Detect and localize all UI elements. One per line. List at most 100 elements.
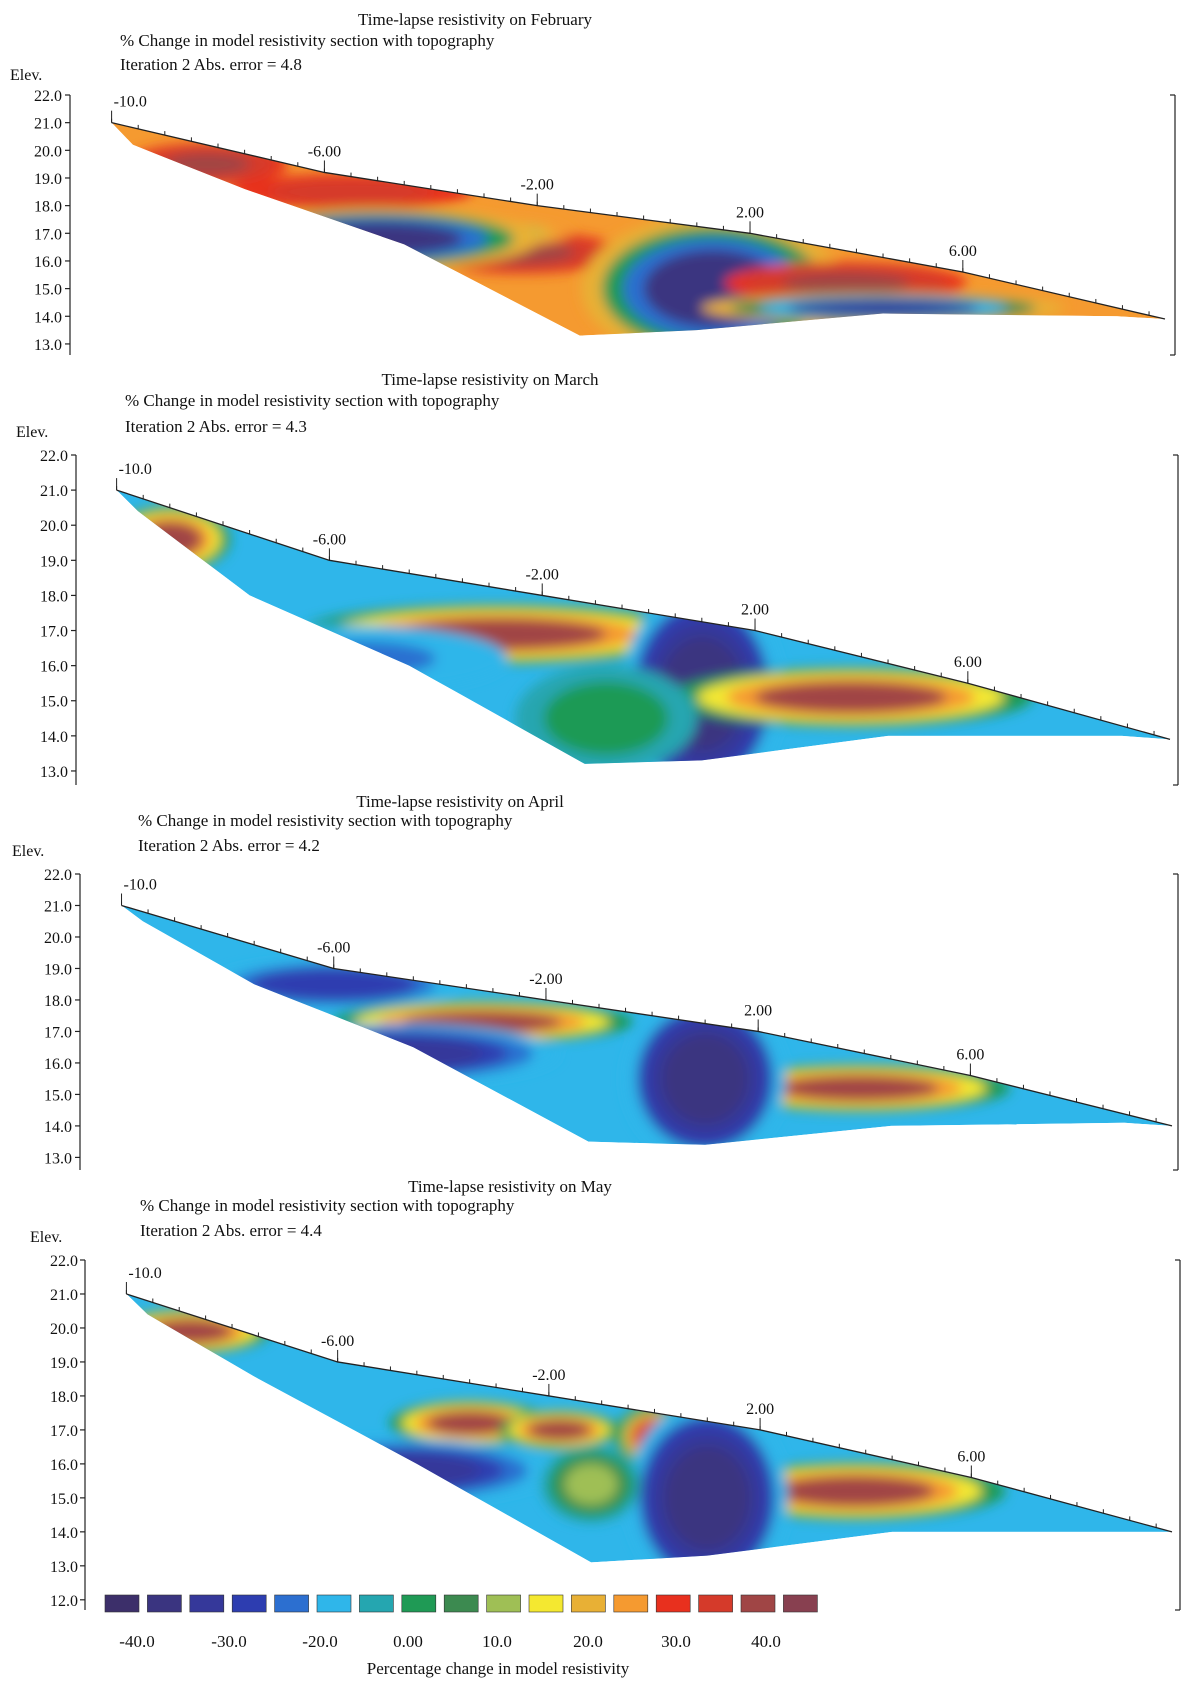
anomaly-zone bbox=[321, 1453, 481, 1488]
y-tick-label: 19.0 bbox=[40, 553, 68, 570]
legend-swatch bbox=[274, 1594, 309, 1613]
legend-swatch bbox=[486, 1594, 521, 1613]
legend-swatch bbox=[698, 1594, 733, 1613]
legend-tick-label: 10.0 bbox=[482, 1632, 512, 1651]
y-tick-label: 20.0 bbox=[50, 1321, 78, 1338]
y-tick-label: 21.0 bbox=[34, 116, 62, 133]
y-tick-label: 13.0 bbox=[50, 1559, 78, 1576]
y-axis-label: Elev. bbox=[16, 424, 48, 441]
panel-subtitle: % Change in model resistivity section wi… bbox=[125, 391, 500, 410]
y-tick-label: 18.0 bbox=[40, 588, 68, 605]
legend-swatch bbox=[231, 1594, 267, 1613]
y-tick-label: 15.0 bbox=[50, 1491, 78, 1508]
y-tick-label: 16.0 bbox=[50, 1457, 78, 1474]
panel-title: Time-lapse resistivity on April bbox=[356, 792, 564, 811]
y-tick-label: 22.0 bbox=[40, 448, 68, 465]
anomaly-zone bbox=[558, 690, 654, 747]
panel-title: Time-lapse resistivity on May bbox=[408, 1177, 612, 1196]
x-tick-label: -10.0 bbox=[124, 876, 157, 893]
legend-swatch bbox=[401, 1594, 437, 1613]
legend-swatch bbox=[189, 1594, 225, 1613]
x-tick-label: 2.00 bbox=[746, 1401, 774, 1418]
panel-april: Time-lapse resistivity on April % Change… bbox=[12, 792, 1179, 1171]
y-tick-label: 13.0 bbox=[40, 764, 68, 781]
x-tick-label: 2.00 bbox=[736, 204, 764, 221]
legend-swatch bbox=[104, 1594, 140, 1613]
x-tick-label: 2.00 bbox=[741, 602, 769, 619]
x-tick-label: -2.00 bbox=[526, 566, 559, 583]
y-tick-label: 21.0 bbox=[44, 898, 72, 915]
color-legend: Percentage change in model resistivity -… bbox=[104, 1594, 818, 1678]
y-axis-label: Elev. bbox=[10, 67, 42, 84]
topography-line bbox=[116, 489, 1171, 740]
y-tick-label: 14.0 bbox=[44, 1119, 72, 1136]
panel-title: Time-lapse resistivity on February bbox=[358, 10, 593, 29]
anomaly-zone bbox=[564, 1463, 618, 1505]
x-tick-label: -10.0 bbox=[128, 1265, 161, 1282]
legend-swatch bbox=[528, 1594, 564, 1613]
legend-swatch bbox=[613, 1594, 649, 1613]
y-tick-label: 17.0 bbox=[44, 1024, 72, 1041]
x-tick-label: -2.00 bbox=[521, 177, 554, 194]
y-tick-label: 18.0 bbox=[34, 199, 62, 216]
legend-swatch bbox=[655, 1594, 691, 1613]
y-tick-label: 12.0 bbox=[50, 1593, 78, 1610]
y-tick-label: 14.0 bbox=[40, 729, 68, 746]
anomaly-zone bbox=[137, 521, 202, 557]
anomaly-zone bbox=[665, 1446, 750, 1549]
legend-tick-label: 20.0 bbox=[573, 1632, 603, 1651]
x-tick-label: -2.00 bbox=[529, 971, 562, 988]
legend-title: Percentage change in model resistivity bbox=[367, 1659, 630, 1678]
y-tick-label: 20.0 bbox=[40, 518, 68, 535]
resistivity-section bbox=[116, 490, 1171, 764]
y-tick-label: 18.0 bbox=[44, 993, 72, 1010]
legend-tick-label: 40.0 bbox=[751, 1632, 781, 1651]
anomaly-zone bbox=[287, 182, 415, 202]
anomaly-zone bbox=[276, 641, 436, 677]
anomaly-zone bbox=[147, 1319, 233, 1344]
y-tick-label: 15.0 bbox=[34, 282, 62, 299]
x-tick-label: 6.00 bbox=[956, 1047, 984, 1064]
legend-swatch bbox=[571, 1594, 606, 1613]
x-tick-label: 2.00 bbox=[744, 1002, 772, 1019]
x-tick-label: -10.0 bbox=[119, 461, 152, 478]
anomaly-group bbox=[116, 505, 1033, 764]
iteration-label: Iteration 2 Abs. error = 4.4 bbox=[140, 1221, 322, 1240]
y-tick-label: 21.0 bbox=[50, 1287, 78, 1304]
y-tick-label: 17.0 bbox=[40, 624, 68, 641]
y-tick-label: 13.0 bbox=[44, 1150, 72, 1167]
legend-swatch bbox=[740, 1594, 776, 1613]
y-tick-label: 21.0 bbox=[40, 483, 68, 500]
x-tick-label: -6.00 bbox=[313, 531, 346, 548]
x-tick-label: 6.00 bbox=[957, 1448, 985, 1465]
anomaly-zone bbox=[312, 1037, 483, 1070]
iteration-label: Iteration 2 Abs. error = 4.8 bbox=[120, 55, 302, 74]
legend-tick-label: -20.0 bbox=[302, 1632, 337, 1651]
y-tick-label: 14.0 bbox=[50, 1525, 78, 1542]
anomaly-zone bbox=[787, 299, 979, 317]
y-tick-label: 18.0 bbox=[50, 1389, 78, 1406]
y-axis-label: Elev. bbox=[30, 1229, 62, 1246]
panel-march: Time-lapse resistivity on March % Change… bbox=[16, 370, 1179, 786]
y-tick-label: 15.0 bbox=[40, 694, 68, 711]
panel-subtitle: % Change in model resistivity section wi… bbox=[120, 31, 495, 50]
panel-subtitle: % Change in model resistivity section wi… bbox=[138, 811, 513, 830]
anomaly-zone bbox=[775, 1475, 935, 1507]
legend-swatch bbox=[359, 1594, 394, 1613]
anomaly-zone bbox=[527, 1419, 592, 1441]
legend-swatch bbox=[783, 1594, 818, 1613]
legend-tick-label: -40.0 bbox=[119, 1632, 154, 1651]
y-axis-label: Elev. bbox=[12, 843, 44, 860]
anomaly-zone bbox=[427, 1411, 512, 1435]
y-tick-label: 16.0 bbox=[44, 1056, 72, 1073]
anomaly-zone bbox=[781, 272, 910, 295]
y-tick-label: 13.0 bbox=[34, 337, 62, 354]
y-tick-label: 22.0 bbox=[44, 867, 72, 884]
y-tick-label: 20.0 bbox=[34, 143, 62, 160]
anomaly-zone bbox=[292, 222, 463, 256]
x-tick-label: -6.00 bbox=[321, 1333, 354, 1350]
y-tick-label: 16.0 bbox=[40, 659, 68, 676]
legend-tick-label: -30.0 bbox=[211, 1632, 246, 1651]
y-tick-label: 17.0 bbox=[34, 226, 62, 243]
